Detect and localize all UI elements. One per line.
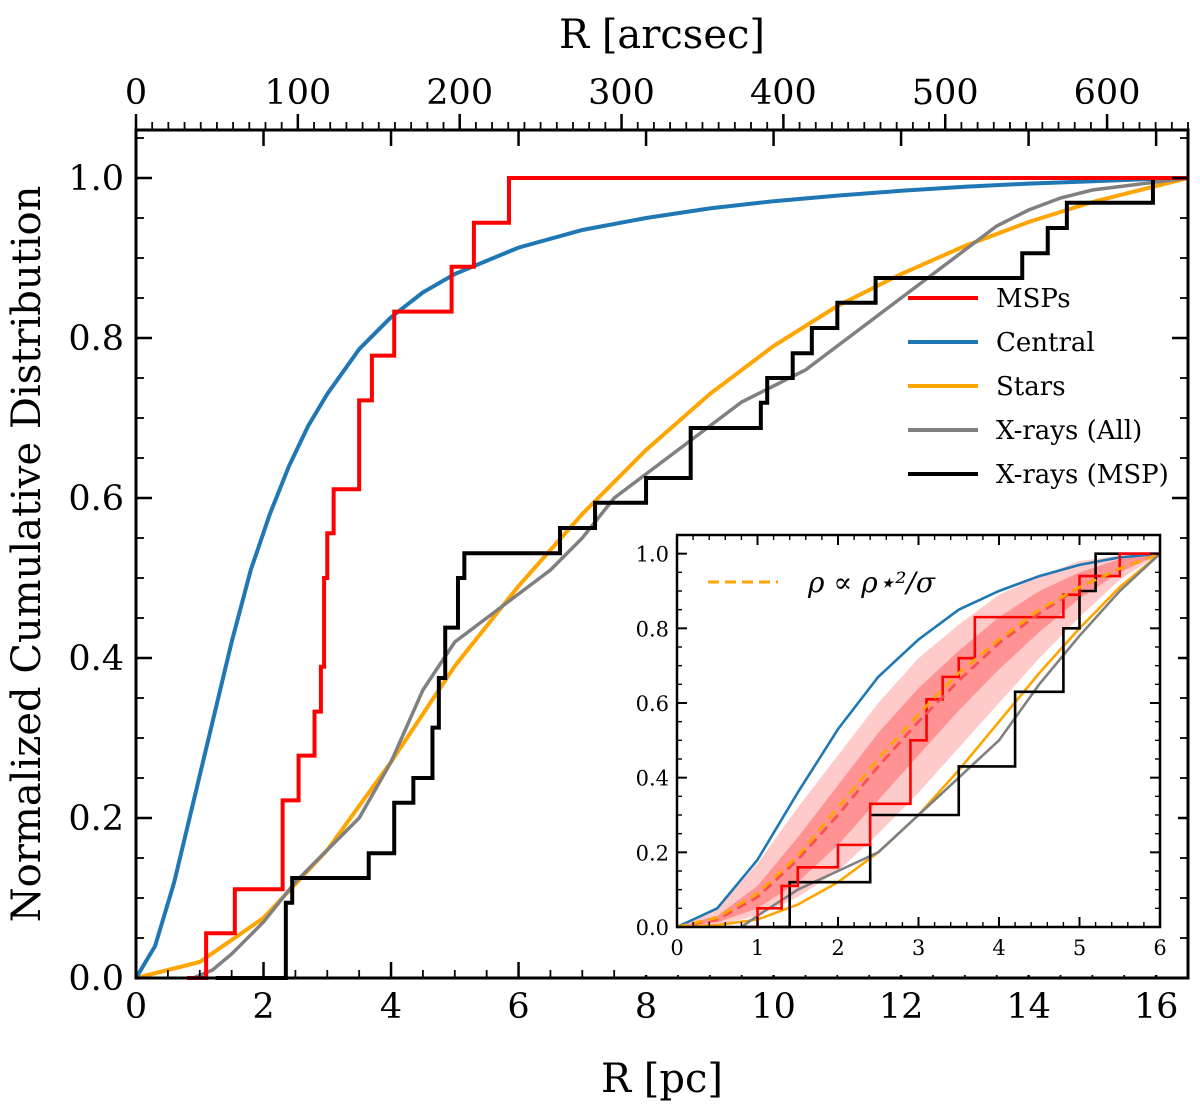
inset-series-central bbox=[676, 552, 1161, 929]
inset-plot: 0 1 2 3 4 5 6 0.0 0.2 0.4 0.6 0.8 1.0 ρ ∝ ρ⋆²/σ bbox=[617, 527, 1178, 975]
y-tick-label: 0.4 bbox=[68, 639, 124, 679]
x-axis-title: R [pc] bbox=[601, 1056, 723, 1102]
top-tick-label: 600 bbox=[1074, 73, 1141, 113]
x-tick-label: 12 bbox=[879, 987, 924, 1027]
y-tick-label: 0.0 bbox=[68, 959, 124, 999]
y-axis-title: Normalized Cumulative Distribution bbox=[4, 186, 50, 923]
top-tick-label: 300 bbox=[588, 73, 655, 113]
inset-y-tick-label: 0.6 bbox=[636, 692, 669, 716]
x-tick-label: 10 bbox=[751, 987, 796, 1027]
inset-series-x-rays-all- bbox=[740, 552, 1161, 929]
x-tick-label: 14 bbox=[1006, 987, 1051, 1027]
series-line-msps bbox=[187, 176, 1188, 980]
inset-x-tick-label: 2 bbox=[831, 936, 844, 960]
y-tick-label: 0.8 bbox=[68, 319, 124, 359]
inset-y-tick-label: 1.0 bbox=[636, 543, 669, 567]
inset-x-tick-label: 3 bbox=[912, 936, 925, 960]
inset-x-tick-label: 6 bbox=[1153, 936, 1166, 960]
legend-label: Central bbox=[996, 328, 1095, 358]
x-tick-label: 0 bbox=[125, 987, 147, 1027]
inset-y-tick-label: 0.0 bbox=[636, 916, 669, 940]
plot-frame bbox=[134, 128, 1190, 980]
inset-y-tick-label: 0.2 bbox=[636, 841, 669, 865]
inset-y-tick-label: 0.8 bbox=[636, 617, 669, 641]
y-tick-label: 1.0 bbox=[68, 159, 124, 199]
x-tick-label: 2 bbox=[252, 987, 274, 1027]
inset-x-tick-label: 1 bbox=[751, 936, 764, 960]
inset-x-tick-label: 0 bbox=[670, 936, 683, 960]
main-plot: 0 2 4 6 8 10 12 14 160.00.20.40.60.81.00 100 200 30… bbox=[4, 12, 1190, 1102]
y-tick-label: 0.6 bbox=[68, 479, 124, 519]
top-tick-label: 400 bbox=[750, 73, 817, 113]
series-line-x-rays-msp- bbox=[215, 176, 1188, 980]
top-tick-label: 500 bbox=[912, 73, 979, 113]
top-axis-title: R [arcsec] bbox=[559, 12, 765, 58]
inset-series-stars-model bbox=[676, 552, 1161, 929]
inset-series-x-rays-msp- bbox=[773, 552, 1160, 929]
legend-label: X-rays (All) bbox=[996, 416, 1142, 446]
x-tick-label: 4 bbox=[380, 987, 402, 1027]
x-tick-label: 6 bbox=[507, 987, 529, 1027]
inset-x-tick-label: 4 bbox=[992, 936, 1005, 960]
legend-label: Stars bbox=[996, 372, 1066, 402]
top-tick-label: 100 bbox=[264, 73, 331, 113]
inset-legend-label: ρ ∝ ρ⋆²/σ bbox=[807, 566, 936, 599]
x-tick-label: 16 bbox=[1134, 987, 1179, 1027]
top-tick-label: 200 bbox=[426, 73, 493, 113]
series-line-central bbox=[134, 176, 1189, 980]
inset-x-tick-label: 5 bbox=[1073, 936, 1086, 960]
legend-label: X-rays (MSP) bbox=[996, 460, 1169, 490]
top-tick-label: 0 bbox=[125, 73, 147, 113]
series-line-x-rays-all- bbox=[192, 176, 1189, 980]
legend-label: MSPs bbox=[996, 284, 1071, 314]
x-tick-label: 8 bbox=[635, 987, 657, 1027]
inset-y-tick-label: 0.4 bbox=[636, 767, 669, 791]
y-tick-label: 0.2 bbox=[68, 799, 124, 839]
